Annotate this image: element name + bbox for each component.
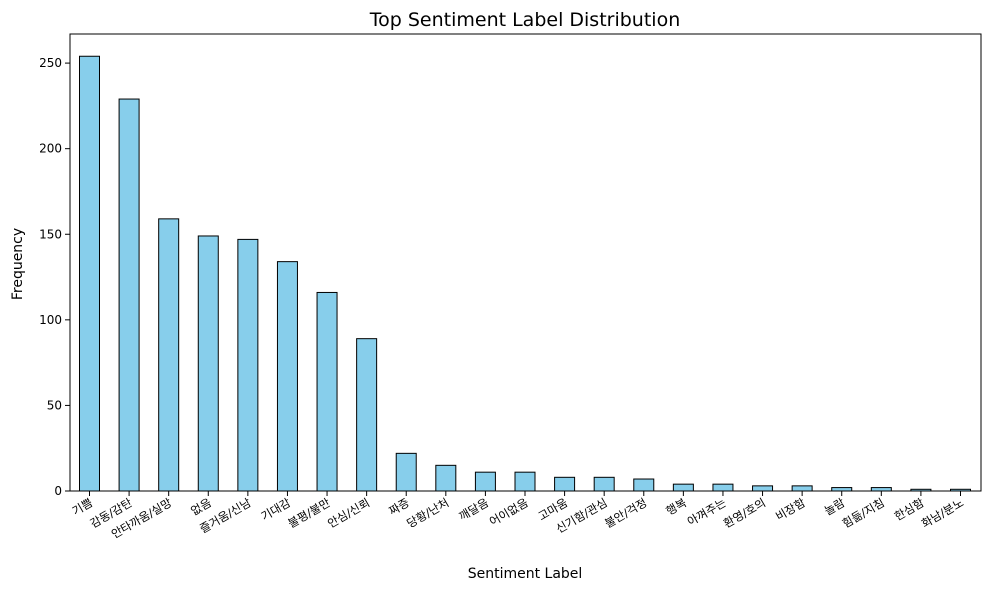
bar [672, 483, 694, 492]
x-tick-label: 당황/난처 [404, 495, 451, 530]
bar [752, 485, 774, 492]
bars-group [79, 55, 971, 492]
x-tick-label: 비장함 [773, 495, 808, 523]
chart-title: Top Sentiment Label Distribution [369, 9, 681, 31]
y-tick-label: 50 [47, 398, 62, 412]
x-tick-label: 불평/불만 [286, 495, 333, 530]
bar [356, 338, 378, 492]
bar [197, 235, 219, 492]
bar [593, 476, 615, 492]
y-tick-label: 100 [39, 313, 62, 327]
bar [237, 238, 259, 492]
x-tick-label: 불안/걱정 [602, 495, 649, 530]
bar [514, 471, 536, 492]
x-axis-label: Sentiment Label [468, 566, 583, 582]
y-axis-label: Frequency [10, 228, 26, 300]
bar [831, 487, 853, 492]
x-tick-label: 힘듦/지침 [840, 495, 887, 530]
x-tick-label: 환영/호의 [721, 495, 768, 530]
x-tick-label: 아껴주는 [685, 495, 729, 528]
bar [316, 291, 338, 492]
y-tick-label: 250 [39, 56, 62, 70]
x-tick-label: 화남/분노 [919, 495, 966, 530]
bar [79, 55, 100, 492]
y-tick-label: 150 [39, 227, 62, 241]
bar [870, 487, 892, 492]
x-tick-label: 기쁨 [70, 495, 95, 518]
y-tick-label: 200 [39, 142, 62, 156]
y-tick-label: 0 [54, 484, 62, 498]
bar [554, 476, 576, 492]
y-axis: 0 50 100 150 200 250 [39, 56, 70, 498]
plot-frame [69, 33, 982, 492]
x-tick-label: 어이없음 [487, 495, 531, 528]
bar [276, 261, 298, 492]
x-tick-label: 행복 [664, 495, 689, 518]
x-tick-label: 안심/신뢰 [325, 495, 372, 530]
x-tick-label: 짜증 [386, 495, 411, 518]
x-tick-label: 놀람 [822, 495, 848, 518]
x-tick-label: 깨달음 [456, 495, 490, 523]
bar [118, 98, 140, 492]
bar [791, 485, 813, 492]
bar [474, 471, 496, 492]
bar [712, 483, 734, 492]
bar [158, 218, 180, 492]
bar [435, 464, 457, 492]
x-tick-label: 없음 [188, 495, 213, 518]
bar [633, 478, 655, 492]
bar [395, 452, 417, 492]
